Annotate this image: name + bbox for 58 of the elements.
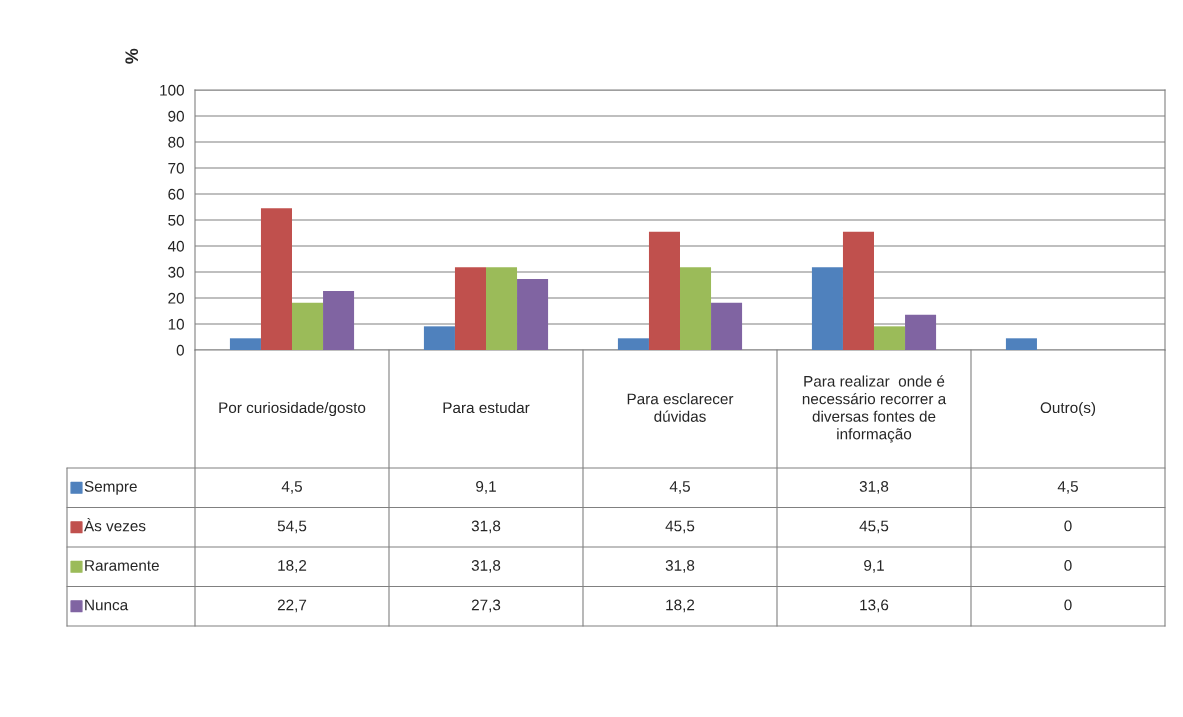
y-tick-label: 60 xyxy=(168,188,184,200)
bar xyxy=(517,279,549,350)
data-label: 45,5 xyxy=(665,520,695,534)
bar xyxy=(842,231,874,350)
data-label: 4,5 xyxy=(669,481,690,494)
data-label: 31,8 xyxy=(665,560,695,573)
bar xyxy=(454,267,486,350)
y-tick-label: 100 xyxy=(160,84,184,96)
data-label: 4,5 xyxy=(1057,481,1078,494)
bar xyxy=(423,326,455,350)
y-tick-label: 0 xyxy=(176,344,184,356)
data-label: 9,1 xyxy=(476,481,496,494)
legend-label: Raramente xyxy=(85,560,159,571)
legend-label: Sempre xyxy=(84,481,137,495)
data-label: 31,8 xyxy=(859,481,889,494)
bar xyxy=(323,290,355,350)
data-label: 18,2 xyxy=(278,560,307,573)
legend-label: Às vezes xyxy=(84,517,146,532)
bar xyxy=(905,314,937,350)
data-label: 22,7 xyxy=(277,599,307,613)
y-tick-label: 70 xyxy=(168,162,184,174)
data-label: 18,2 xyxy=(666,599,695,613)
legend-label: Nunca xyxy=(85,599,129,611)
bar xyxy=(874,326,906,350)
x-tick-label: Para estudar xyxy=(443,401,530,414)
data-label: 13,6 xyxy=(860,599,889,613)
data-label: 4,5 xyxy=(281,481,302,494)
x-tick-label: Para realizar onde é necessário recorrer a diversas fontes de informação xyxy=(802,375,947,443)
x-tick-label: Por curiosidade/gosto xyxy=(219,401,366,417)
y-tick-label: 40 xyxy=(167,240,184,252)
bar xyxy=(811,267,843,350)
y-axis-title: % xyxy=(125,48,139,64)
y-tick-label: 20 xyxy=(168,292,184,304)
y-tick-label: 50 xyxy=(168,214,184,226)
data-label: 31,8 xyxy=(471,520,501,534)
y-tick-label: 90 xyxy=(168,110,184,122)
bar xyxy=(680,267,712,350)
bar xyxy=(711,302,743,350)
bar xyxy=(260,208,292,350)
bar xyxy=(292,302,324,350)
bar xyxy=(1005,338,1037,350)
y-tick-label: 30 xyxy=(168,266,184,278)
data-label: 31,8 xyxy=(471,560,501,573)
x-tick-label: Outro(s) xyxy=(1040,401,1096,417)
data-label: 27,3 xyxy=(471,599,501,613)
bar xyxy=(617,338,649,350)
data-label: 45,5 xyxy=(859,520,889,534)
data-label: 0 xyxy=(1064,520,1072,532)
y-tick-label: 80 xyxy=(168,136,184,148)
y-tick-label: 10 xyxy=(168,318,184,330)
data-label: 54,5 xyxy=(277,520,307,534)
bar xyxy=(648,231,680,350)
bar xyxy=(486,267,518,350)
bar xyxy=(229,338,261,350)
x-tick-label: Para esclarecer dúvidas xyxy=(627,393,734,422)
data-label: 0 xyxy=(1064,560,1072,571)
data-label: 0 xyxy=(1064,599,1072,611)
data-label: 9,1 xyxy=(864,560,884,573)
